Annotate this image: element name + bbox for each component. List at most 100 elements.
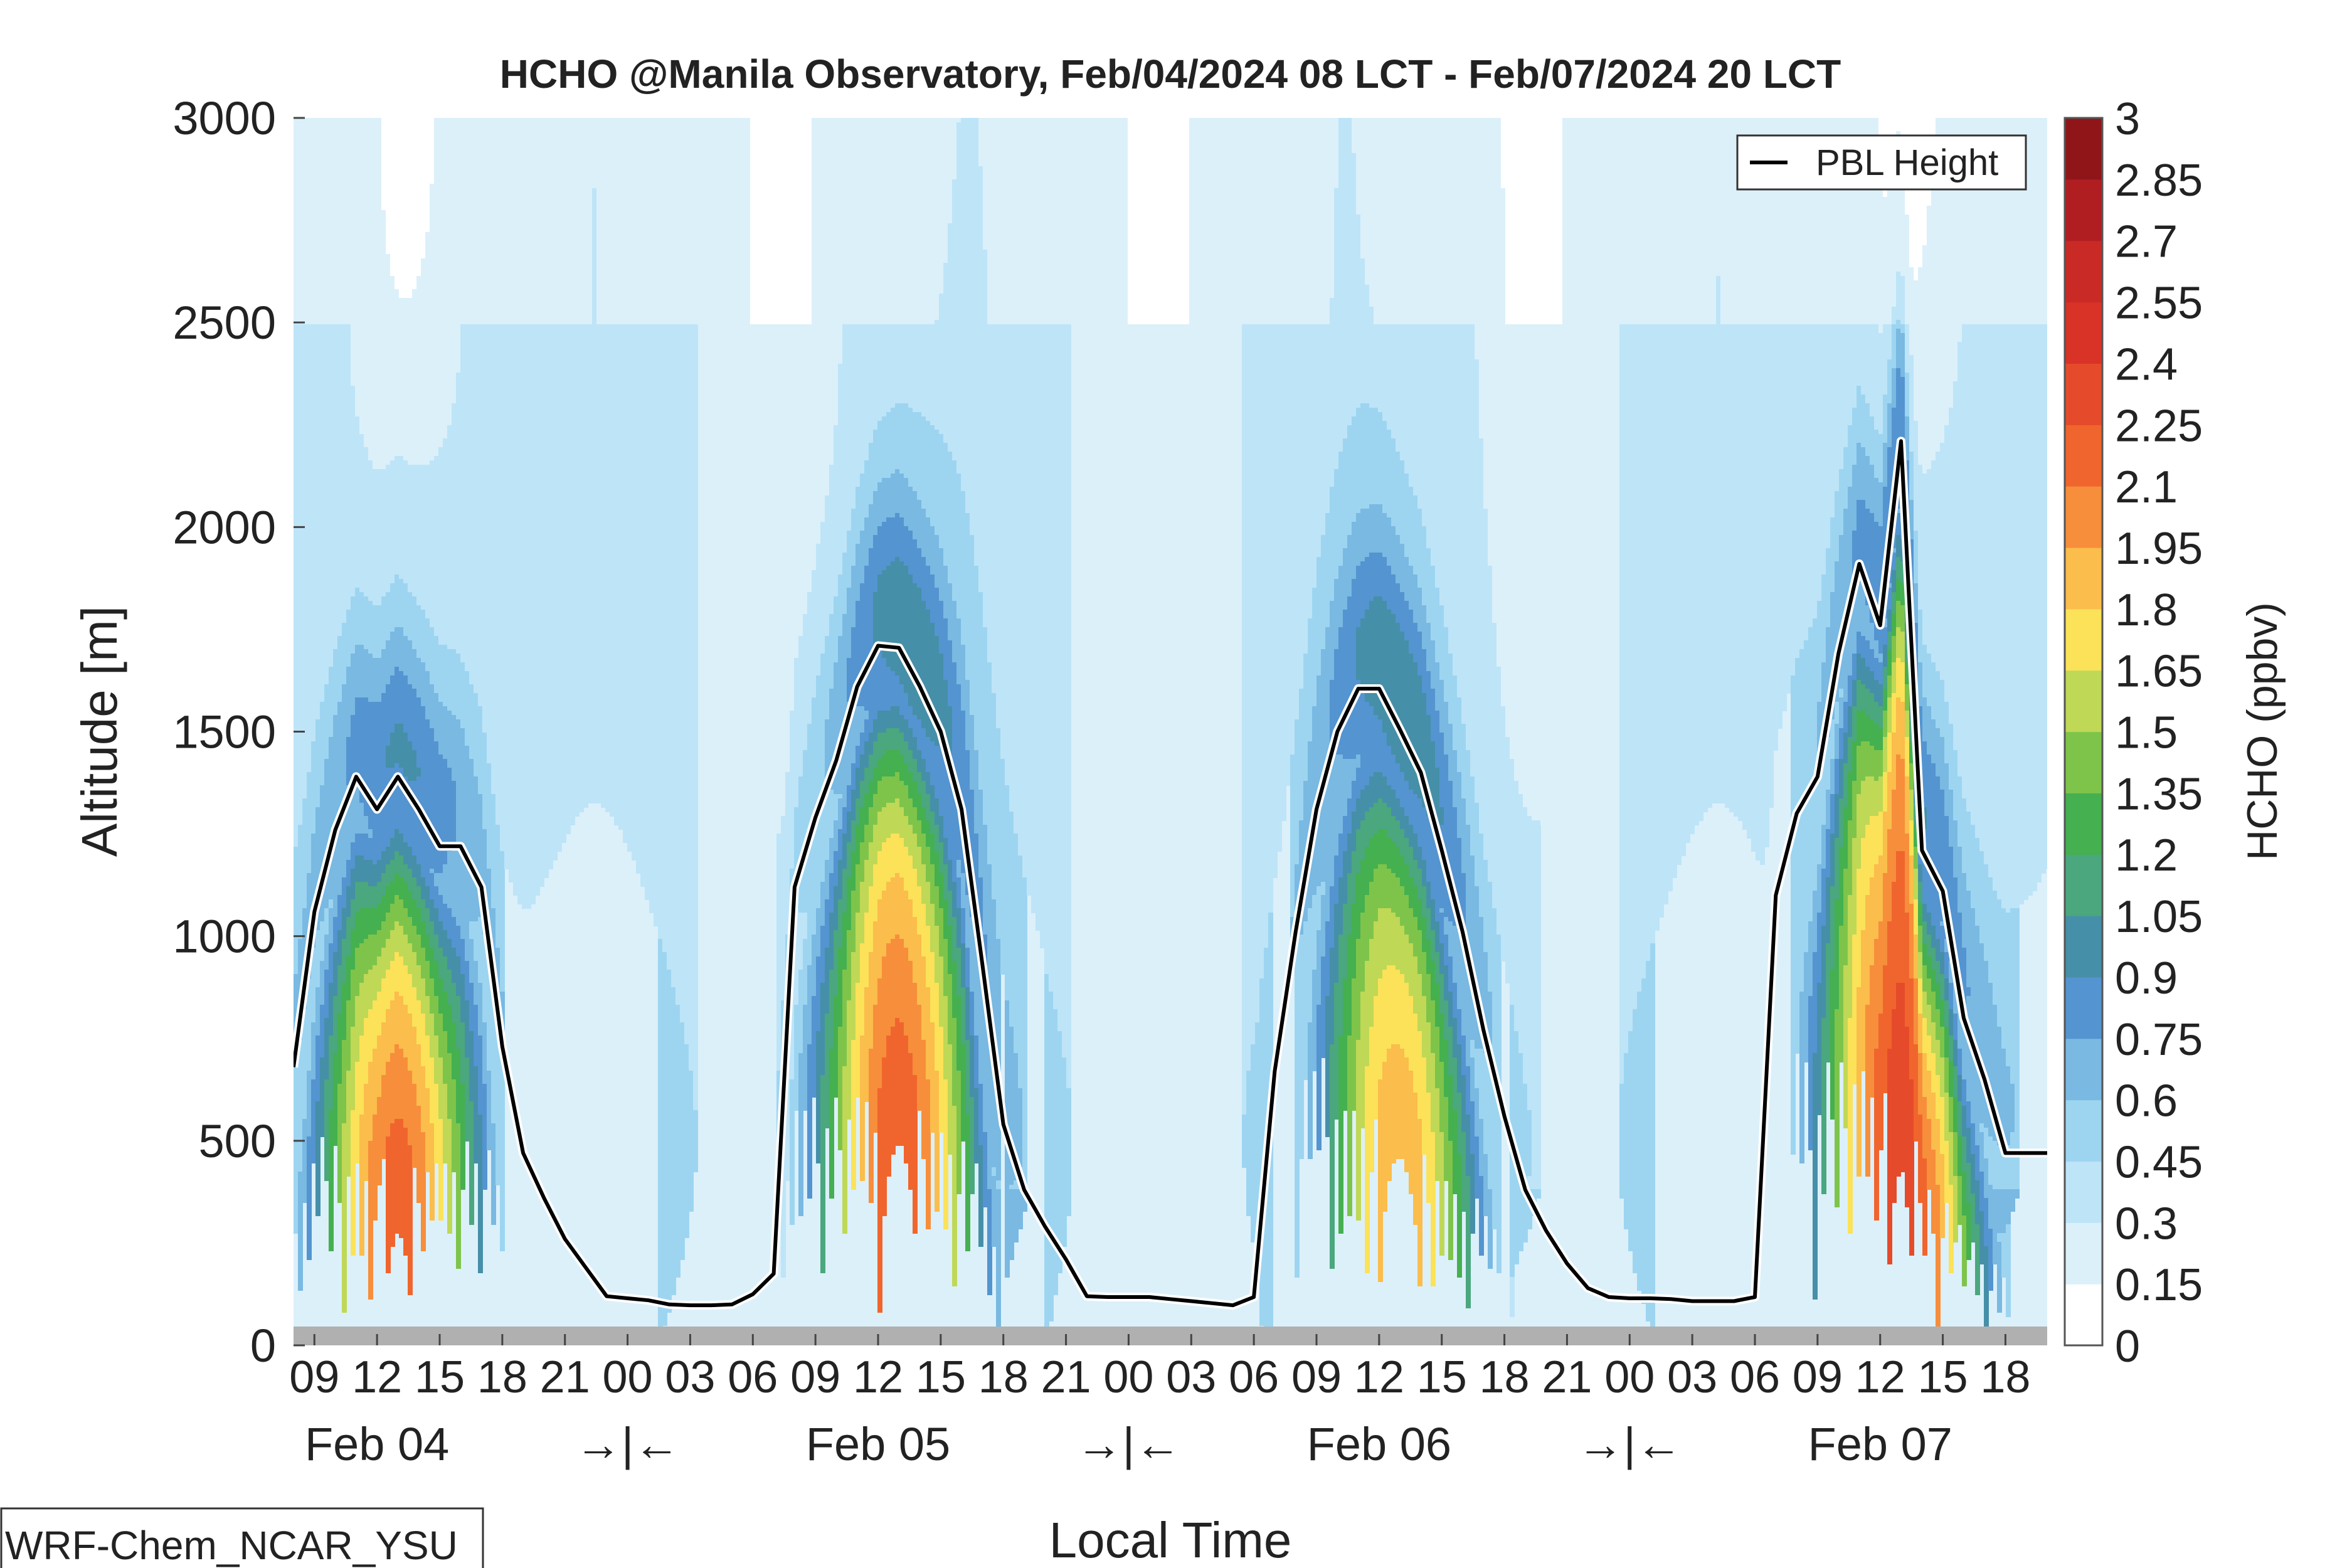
x-date-group-label: →|← xyxy=(1076,1418,1181,1470)
hcho-cell xyxy=(1628,1031,1633,1251)
hcho-cell xyxy=(1641,978,1646,1304)
hcho-cell xyxy=(469,118,474,325)
hcho-cell xyxy=(1738,324,1743,821)
hcho-cell xyxy=(460,1084,465,1190)
hcho-cell xyxy=(1817,983,1822,1115)
hcho-cell xyxy=(1887,583,1892,588)
x-tick-label: 00 xyxy=(603,1352,653,1402)
hcho-cell xyxy=(337,1014,342,1084)
hcho-cell xyxy=(1944,952,1949,979)
hcho-cell xyxy=(1338,1036,1343,1234)
hcho-cell xyxy=(1826,829,1831,878)
hcho-cell xyxy=(570,324,575,825)
hcho-cell xyxy=(513,118,518,325)
hcho-cell xyxy=(320,702,325,786)
colorbar-tick-label: 2.55 xyxy=(2115,278,2203,329)
hcho-cell xyxy=(355,834,360,856)
hcho-cell xyxy=(1637,992,1642,1291)
hcho-cell xyxy=(1536,118,1541,325)
hcho-cell xyxy=(1334,904,1339,983)
hcho-cell xyxy=(452,118,457,404)
hcho-cell xyxy=(935,320,940,430)
hcho-cell xyxy=(478,983,483,1036)
hcho-cell xyxy=(1466,1115,1471,1177)
hcho-cell xyxy=(1896,755,1901,852)
hcho-cell xyxy=(1330,601,1335,681)
hcho-cell xyxy=(759,118,764,325)
hcho-cell xyxy=(1914,1044,1919,1142)
hcho-cell xyxy=(1936,118,1941,452)
hcho-cell xyxy=(1949,724,1954,790)
hcho-cell xyxy=(1892,307,1897,325)
hcho-cell xyxy=(425,935,430,961)
hcho-cell xyxy=(425,719,430,887)
hcho-cell xyxy=(399,627,404,672)
hcho-cell xyxy=(1900,851,1905,983)
hcho-cell xyxy=(847,812,852,843)
hcho-cell xyxy=(1470,776,1475,856)
hcho-cell xyxy=(1918,978,1923,1014)
hcho-cell xyxy=(1071,118,1076,325)
hcho-cell xyxy=(1843,869,1848,966)
hcho-cell xyxy=(1949,790,1954,847)
hcho-cell xyxy=(1799,324,1804,650)
hcho-cell xyxy=(377,992,382,1036)
x-date-group-label: Feb 07 xyxy=(1808,1418,1952,1470)
hcho-cell xyxy=(2006,1066,2011,1146)
hcho-cell xyxy=(1439,680,1444,733)
hcho-cell xyxy=(1887,1049,1892,1264)
hcho-cell xyxy=(1909,355,1914,452)
hcho-cell xyxy=(847,531,852,588)
hcho-cell xyxy=(1944,118,1949,426)
hcho-cell xyxy=(1861,930,1866,1071)
hcho-cell xyxy=(377,1097,382,1185)
hcho-cell xyxy=(1448,956,1453,992)
hcho-cell xyxy=(1843,702,1848,733)
hcho-cell xyxy=(1470,856,1475,1041)
x-tick-label: 00 xyxy=(1103,1352,1153,1402)
hcho-cell xyxy=(1303,921,1308,1080)
hcho-cell xyxy=(1896,851,1901,983)
hcho-cell xyxy=(2037,118,2042,325)
hcho-cell xyxy=(869,118,874,325)
hcho-cell xyxy=(1321,956,1326,1058)
hcho-cell xyxy=(1905,640,1910,663)
hcho-cell xyxy=(816,908,821,957)
hcho-cell xyxy=(517,118,522,325)
hcho-cell xyxy=(851,118,856,325)
hcho-cell xyxy=(926,610,931,738)
hcho-cell xyxy=(416,768,421,777)
hcho-cell xyxy=(873,864,878,922)
hcho-cell xyxy=(908,825,913,856)
hcho-cell xyxy=(1132,118,1137,325)
hcho-cell xyxy=(1018,1189,1023,1229)
hcho-cell xyxy=(1435,921,1440,953)
hcho-cell xyxy=(346,917,351,957)
hcho-cell xyxy=(895,324,900,404)
hcho-cell xyxy=(1409,654,1414,790)
hcho-cell xyxy=(812,935,817,997)
hcho-cell xyxy=(390,276,395,461)
hcho-cell xyxy=(1435,662,1440,711)
hcho-cell xyxy=(926,772,931,795)
hcho-cell xyxy=(1387,807,1392,839)
hcho-cell xyxy=(1936,961,1941,983)
hcho-cell xyxy=(1268,324,1273,913)
hcho-cell xyxy=(1316,1005,1322,1150)
hcho-cell xyxy=(825,1014,830,1128)
hcho-cell xyxy=(421,465,426,610)
hcho-cell xyxy=(1799,649,1804,992)
hcho-cell xyxy=(364,649,369,698)
hcho-cell xyxy=(355,1062,360,1163)
hcho-cell xyxy=(408,943,413,975)
hcho-cell xyxy=(1369,776,1374,808)
hcho-cell xyxy=(1624,1053,1629,1229)
hcho-cell xyxy=(1365,118,1370,285)
hcho-cell xyxy=(403,675,408,733)
hcho-cell xyxy=(403,1057,408,1128)
hcho-cell xyxy=(856,768,861,799)
hcho-cell xyxy=(1360,992,1365,1128)
hcho-cell xyxy=(395,895,400,922)
hcho-cell xyxy=(1295,324,1300,720)
